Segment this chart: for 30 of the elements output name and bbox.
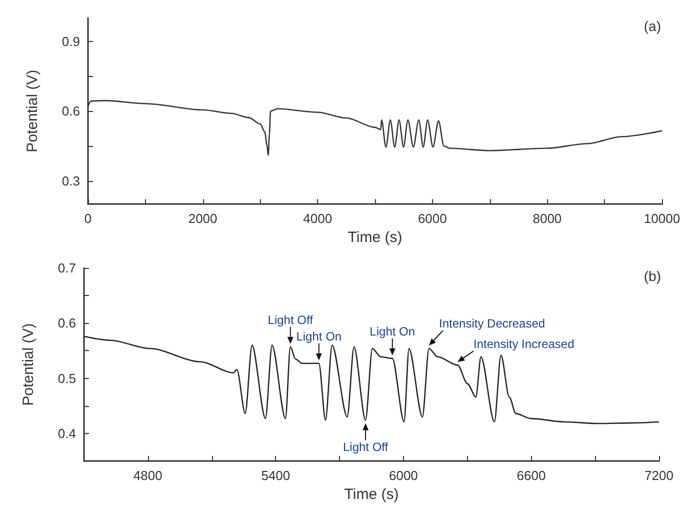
annotation: Light Off [268,312,314,327]
y-tick-label: 0.6 [62,104,80,119]
annotation: Light On [296,329,342,344]
y-tick-label: 0.3 [62,173,80,188]
y-axis-title: Potential (V) [20,323,37,406]
x-tick-label: 7200 [644,468,674,483]
x-tick-label: 2000 [188,211,218,226]
chart-title: (b) [644,268,662,284]
chart-title: (a) [644,18,662,34]
x-axis-title: Time (s) [348,229,402,246]
x-tick-label: 8000 [532,211,562,226]
annotation: Light Off [342,440,389,454]
y-tick-label: 0.7 [58,260,76,276]
x-tick-label: 6000 [418,211,447,226]
x-tick-label: 4000 [303,211,332,226]
x-tick-label: 4800 [133,468,162,483]
y-axis-title: Potential (V) [24,70,41,152]
x-axis-title: Time (s) [344,486,399,503]
annotation: Intensity Decreased [439,316,546,331]
y-tick-label: 0.5 [58,370,76,386]
y-tick-label: 0.4 [58,426,76,441]
annotation: Intensity Increased [474,337,574,352]
x-tick-label: 5400 [261,468,290,483]
x-tick-label: 0 [84,211,92,226]
x-tick-label: 6000 [388,468,418,483]
annotation: Light On [370,324,416,338]
x-tick-label: 6600 [516,468,546,483]
x-tick-label: 10000 [644,211,680,226]
y-tick-label: 0.6 [58,316,76,331]
y-tick-label: 0.9 [62,34,80,49]
